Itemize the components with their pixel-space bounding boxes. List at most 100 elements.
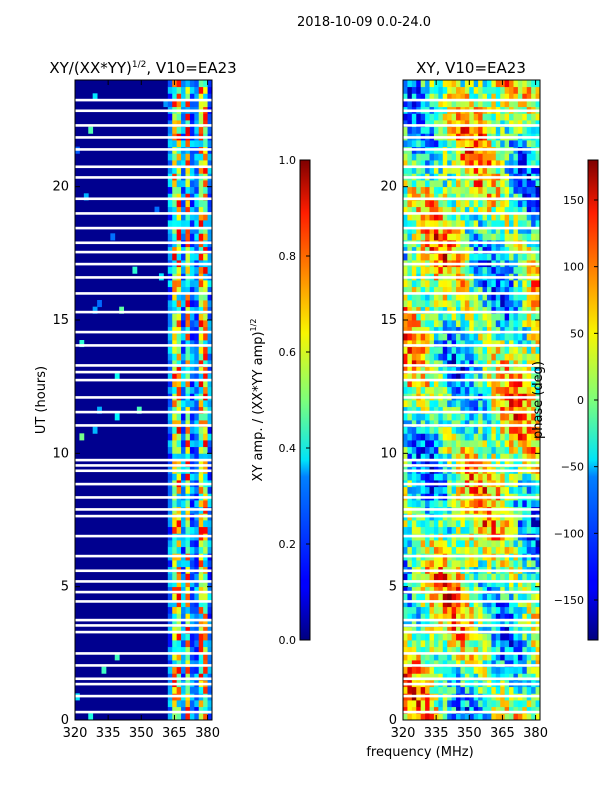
phase-heatmap-cell bbox=[517, 486, 523, 494]
amplitude-heatmap-cell bbox=[167, 93, 173, 101]
phase-heatmap-cell bbox=[411, 120, 417, 128]
amplitude-heatmap-cell bbox=[189, 486, 195, 494]
amplitude-heatmap-cell bbox=[185, 233, 191, 241]
phase-heatmap-cell bbox=[416, 100, 422, 108]
amplitude-heatmap-cell bbox=[181, 580, 186, 588]
phase-heatmap-cell bbox=[442, 313, 448, 321]
phase-heatmap-cell bbox=[456, 206, 461, 214]
phase-heatmap-cell bbox=[531, 100, 536, 108]
amplitude-heatmap-cell bbox=[181, 400, 186, 408]
amplitude-heatmap-cell bbox=[176, 686, 182, 694]
phase-heatmap-cell bbox=[407, 200, 413, 208]
amplitude-heatmap-cell bbox=[189, 166, 195, 174]
phase-heatmap-cell bbox=[433, 560, 439, 568]
amplitude-heatmap-cell bbox=[172, 586, 178, 594]
phase-heatmap-cell bbox=[416, 80, 422, 88]
amplitude-flagged-row bbox=[75, 136, 212, 139]
phase-heatmap-cell bbox=[464, 160, 470, 168]
phase-heatmap-cell bbox=[473, 93, 479, 101]
phase-heatmap-cell bbox=[429, 686, 435, 694]
amplitude-heatmap-cell bbox=[176, 140, 182, 148]
phase-heatmap-cell bbox=[456, 626, 461, 634]
phase-heatmap-cell bbox=[464, 386, 470, 394]
phase-heatmap-cell bbox=[469, 353, 475, 361]
phase-heatmap-cell bbox=[482, 406, 488, 414]
phase-heatmap-cell bbox=[420, 686, 426, 694]
phase-heatmap-cell bbox=[469, 593, 475, 601]
phase-heatmap-cell bbox=[442, 346, 448, 354]
phase-heatmap-cell bbox=[473, 313, 479, 321]
amplitude-flagged-row bbox=[75, 677, 212, 681]
phase-heatmap-cell bbox=[464, 406, 470, 414]
phase-heatmap-cell bbox=[517, 620, 523, 628]
phase-heatmap-cell bbox=[517, 580, 523, 588]
phase-heatmap-cell bbox=[473, 460, 479, 468]
phase-heatmap-cell bbox=[478, 546, 483, 554]
phase-heatmap-cell bbox=[416, 440, 422, 448]
amplitude-heatmap-cell bbox=[92, 426, 98, 434]
phase-heatmap-cell bbox=[447, 560, 453, 568]
phase-heatmap-cell bbox=[433, 640, 439, 648]
phase-heatmap-cell bbox=[509, 126, 514, 134]
amplitude-heatmap-cell bbox=[185, 286, 191, 294]
phase-heatmap-cell bbox=[513, 340, 519, 348]
phase-heatmap-cell bbox=[438, 460, 444, 468]
amplitude-heatmap-cell bbox=[185, 626, 191, 634]
amplitude-heatmap-cell bbox=[176, 160, 182, 168]
phase-heatmap-cell bbox=[495, 613, 501, 621]
phase-heatmap-cell bbox=[509, 446, 514, 454]
phase-heatmap-cell bbox=[433, 300, 439, 308]
phase-heatmap-cell bbox=[495, 686, 501, 694]
amplitude-heatmap-cell bbox=[194, 620, 200, 628]
amplitude-heatmap-cell bbox=[181, 180, 186, 188]
phase-heatmap-cell bbox=[407, 573, 413, 581]
phase-heatmap-cell bbox=[500, 226, 506, 234]
phase-heatmap-cell bbox=[509, 500, 514, 508]
phase-heatmap-cell bbox=[482, 313, 488, 321]
phase-heatmap-cell bbox=[407, 606, 413, 614]
phase-heatmap-cell bbox=[482, 573, 488, 581]
phase-heatmap-cell bbox=[433, 93, 439, 101]
amplitude-flagged-row bbox=[75, 464, 212, 467]
phase-heatmap-cell bbox=[420, 246, 426, 254]
amplitude-heatmap-cell bbox=[198, 686, 204, 694]
phase-flagged-row bbox=[403, 310, 540, 314]
amplitude-heatmap-cell bbox=[185, 406, 191, 414]
amplitude-heatmap-cell bbox=[203, 300, 208, 308]
amplitude-heatmap-cell bbox=[97, 406, 102, 414]
phase-heatmap-cell bbox=[438, 80, 444, 88]
phase-heatmap-cell bbox=[500, 526, 506, 534]
phase-heatmap-cell bbox=[526, 86, 532, 94]
phase-heatmap-cell bbox=[491, 380, 497, 388]
amplitude-heatmap-cell bbox=[203, 580, 208, 588]
phase-heatmap-cell bbox=[535, 326, 540, 334]
phase-heatmap-cell bbox=[473, 160, 479, 168]
amplitude-heatmap-cell bbox=[198, 433, 204, 441]
amplitude-heatmap-cell bbox=[176, 666, 182, 674]
phase-heatmap-cell bbox=[513, 346, 519, 354]
phase-heatmap-cell bbox=[442, 153, 448, 161]
phase-heatmap-cell bbox=[491, 86, 497, 94]
phase-heatmap-cell bbox=[416, 520, 422, 528]
phase-heatmap-cell bbox=[535, 580, 540, 588]
amplitude-heatmap-cell bbox=[203, 373, 208, 381]
amplitude-heatmap-cell bbox=[207, 446, 212, 454]
phase-heatmap-cell bbox=[517, 686, 523, 694]
phase-heatmap-cell bbox=[491, 120, 497, 128]
phase-heatmap-cell bbox=[442, 426, 448, 434]
phase-heatmap-cell bbox=[460, 440, 466, 448]
phase-heatmap-cell bbox=[420, 626, 426, 634]
amplitude-heatmap-cell bbox=[194, 153, 200, 161]
phase-heatmap-cell bbox=[513, 433, 519, 441]
amplitude-heatmap-cell bbox=[176, 153, 182, 161]
phase-heatmap-cell bbox=[495, 200, 501, 208]
phase-heatmap-cell bbox=[535, 593, 540, 601]
phase-heatmap-cell bbox=[438, 666, 444, 674]
phase-heatmap-cell bbox=[486, 620, 492, 628]
amplitude-heatmap-cell bbox=[185, 166, 191, 174]
phase-heatmap-cell bbox=[482, 413, 488, 421]
amplitude-heatmap-cell bbox=[207, 700, 212, 708]
phase-heatmap-cell bbox=[451, 373, 457, 381]
phase-heatmap-cell bbox=[411, 253, 417, 261]
